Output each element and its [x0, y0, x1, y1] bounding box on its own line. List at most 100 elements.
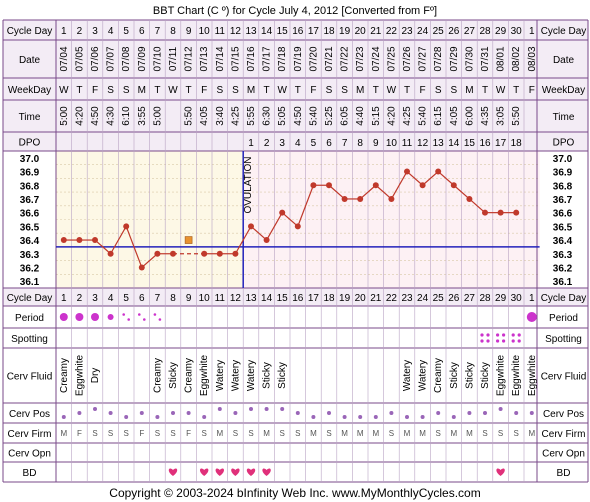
temp-axis-label: 36.3 — [20, 250, 40, 261]
temp-line-segment — [437, 171, 455, 186]
row-label-weekday: WeekDay — [8, 85, 51, 96]
temp-line-segment — [469, 198, 486, 214]
date-label: 07/29 — [449, 46, 460, 71]
row-label-period: Period — [15, 313, 44, 324]
cerv-firm-label: S — [389, 429, 394, 438]
cycle-day-label-lower: 5 — [123, 293, 129, 304]
row-label-spotting: Spotting — [11, 334, 48, 345]
dpo-label: 11 — [402, 138, 413, 149]
weekday-label: T — [373, 85, 379, 96]
cerv-firm-label: F — [139, 429, 144, 438]
temp-point — [92, 237, 98, 244]
cycle-day-label: 1 — [61, 26, 67, 37]
cerv-fluid-label: Watery — [230, 360, 241, 391]
period-marker-light — [153, 313, 157, 316]
row-label-right-spotting: Spotting — [545, 334, 582, 345]
cerv-firm-label: M — [372, 429, 379, 438]
cerv-firm-label: M — [263, 429, 270, 438]
cycle-day-label: 25 — [433, 26, 445, 37]
cycle-day-label-lower: 28 — [479, 293, 491, 304]
cycle-day-label-lower: 7 — [155, 293, 161, 304]
cycle-day-label: 18 — [323, 26, 335, 37]
cerv-pos-marker — [202, 415, 207, 419]
row-label-right-cycle-day: Cycle Day — [541, 293, 587, 304]
temp-point — [123, 223, 130, 230]
temp-axis-label-right: 36.5 — [553, 222, 573, 233]
cycle-day-label-lower: 24 — [417, 293, 429, 304]
temp-line-segment — [94, 239, 111, 255]
dpo-label: 5 — [311, 138, 317, 149]
weekday-label: S — [216, 85, 223, 96]
cerv-pos-marker — [498, 407, 503, 411]
date-label: 07/05 — [74, 46, 85, 71]
time-label: 6:15 — [433, 106, 444, 126]
temp-axis-label-right: 36.9 — [553, 168, 573, 179]
weekday-label: T — [186, 85, 192, 96]
cerv-firm-label: S — [233, 429, 238, 438]
weekday-label: S — [450, 85, 457, 96]
spotting-marker — [517, 339, 521, 343]
temp-line-segment — [266, 212, 283, 241]
cerv-fluid-label: Creamy — [184, 358, 195, 393]
temp-point — [341, 195, 348, 202]
weekday-label: F — [310, 85, 316, 96]
cycle-day-label: 3 — [92, 26, 98, 37]
period-marker — [59, 313, 68, 321]
spotting-marker — [517, 333, 521, 337]
time-label: 5:00 — [152, 106, 163, 126]
cycle-day-label-lower: 8 — [170, 293, 176, 304]
dpo-label: 12 — [417, 138, 429, 149]
period-marker-light — [158, 318, 162, 321]
cerv-firm-label: S — [202, 429, 207, 438]
time-label: 4:25 — [230, 106, 241, 126]
dpo-label: 6 — [326, 138, 332, 149]
date-label: 07/31 — [480, 46, 491, 71]
date-label: 07/09 — [137, 46, 148, 71]
dpo-label: 7 — [342, 138, 348, 149]
cerv-firm-label: F — [186, 429, 191, 438]
row-label-cerv-opn: Cerv Opn — [8, 449, 51, 460]
date-label: 07/18 — [277, 46, 288, 71]
ovulation-label: OVULATION — [243, 156, 254, 213]
time-label: 3:05 — [496, 106, 507, 126]
temp-axis-label-right: 36.2 — [553, 263, 573, 274]
row-label-right-cycle-day: Cycle Day — [541, 26, 587, 37]
cerv-pos-marker — [420, 415, 425, 419]
period-marker — [75, 313, 84, 321]
cerv-fluid-label: Creamy — [152, 358, 163, 393]
cerv-pos-marker — [295, 411, 300, 415]
cerv-pos-marker — [451, 415, 456, 419]
cerv-fluid-label: Watery — [246, 360, 257, 391]
dpo-label: 4 — [295, 138, 301, 149]
weekday-label: W — [387, 85, 397, 96]
cerv-firm-label: S — [124, 429, 129, 438]
cerv-firm-label: S — [155, 429, 160, 438]
cerv-firm-label: M — [310, 429, 317, 438]
temp-point — [404, 168, 410, 175]
cycle-day-label: 9 — [186, 26, 192, 37]
cycle-day-label: 27 — [464, 26, 476, 37]
cycle-day-label-lower: 2 — [77, 293, 83, 304]
spotting-marker — [511, 333, 515, 337]
row-label-right-cerv-fluid: Cerv Fluid — [541, 372, 587, 383]
row-label-cycle-day: Cycle Day — [7, 293, 53, 304]
cycle-day-label: 5 — [123, 26, 129, 37]
bd-heart-icon — [200, 468, 209, 476]
weekday-label: F — [92, 85, 98, 96]
period-marker-light — [127, 318, 130, 321]
cerv-firm-label: S — [482, 429, 487, 438]
chart-title: BBT Chart (C º) for Cycle July 4, 2012 [… — [153, 5, 437, 17]
cycle-day-label-lower: 4 — [108, 293, 114, 304]
cycle-day-label: 2 — [77, 26, 83, 37]
cerv-pos-marker — [264, 407, 269, 411]
time-label: 4:35 — [480, 106, 491, 126]
cycle-day-label-lower: 12 — [230, 293, 242, 304]
temp-point — [513, 209, 520, 216]
dpo-label: 18 — [511, 138, 523, 149]
temp-point — [154, 250, 161, 257]
date-label: 07/21 — [324, 46, 335, 71]
cerv-firm-label: S — [326, 429, 331, 438]
spotting-marker — [511, 339, 515, 343]
cerv-pos-marker — [389, 411, 394, 415]
